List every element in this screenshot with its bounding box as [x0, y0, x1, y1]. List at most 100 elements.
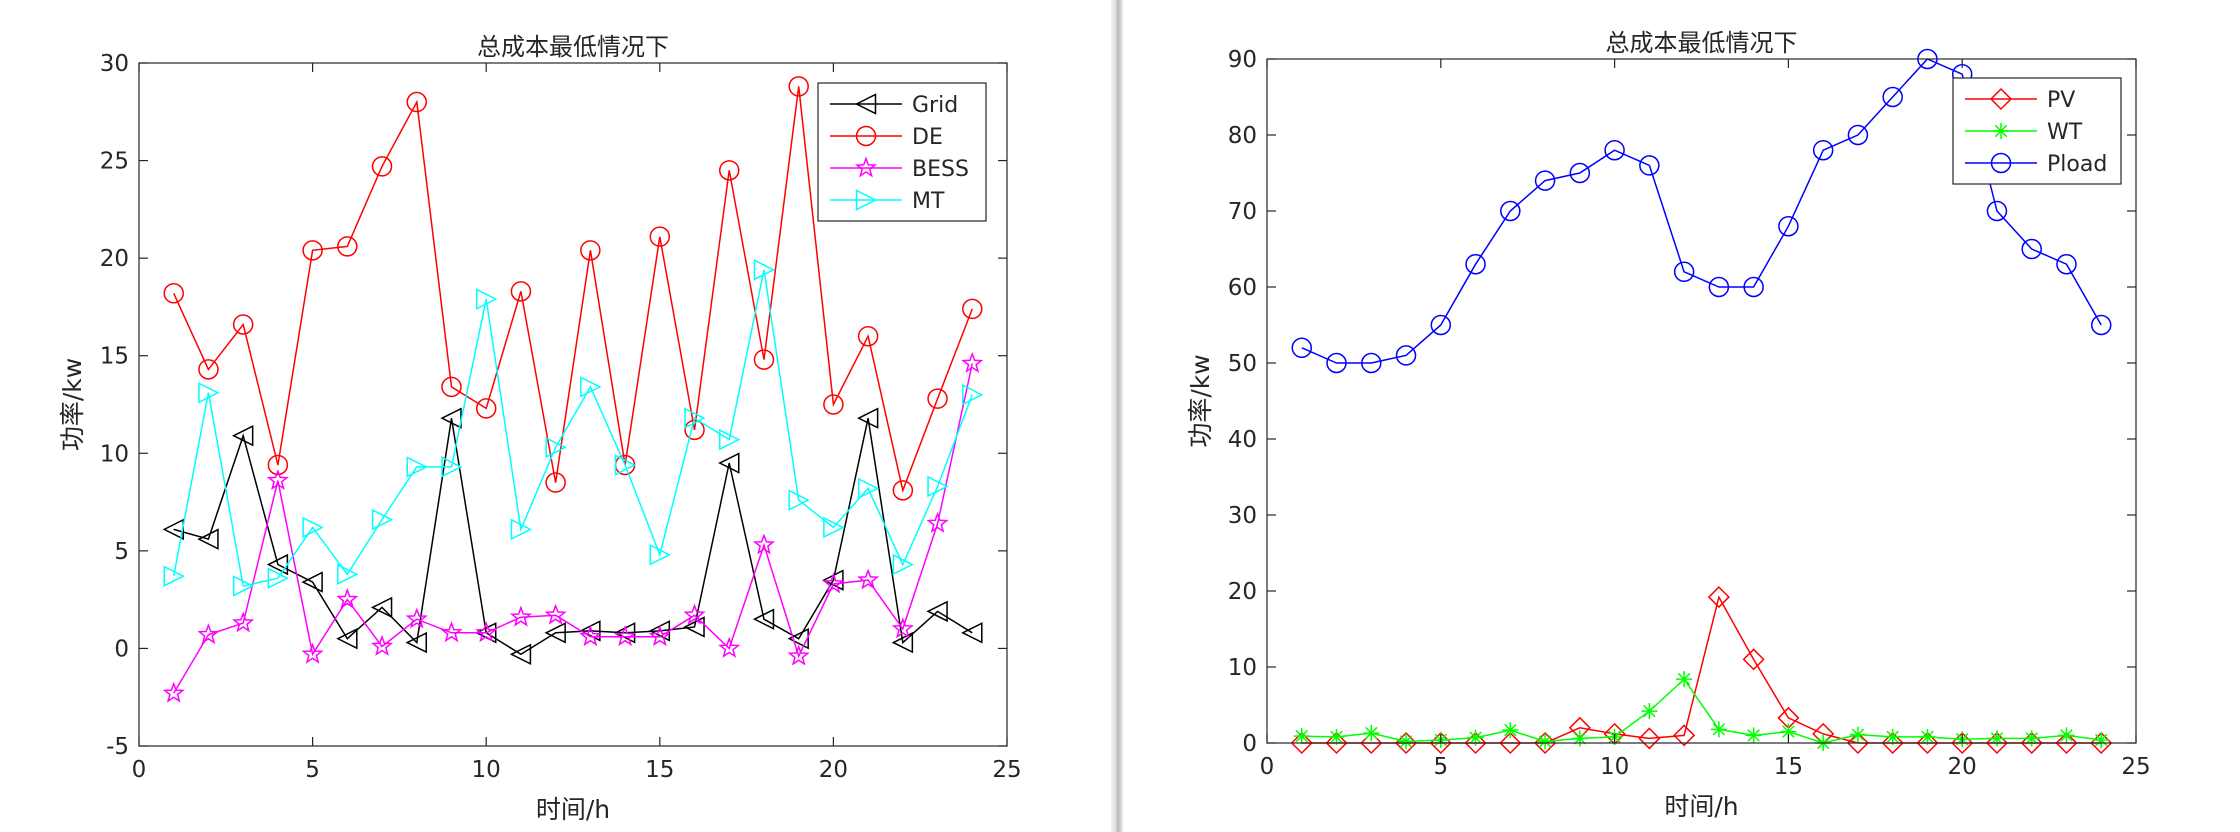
bess-marker [475, 621, 498, 643]
series-grid [162, 407, 983, 665]
mt-marker [545, 436, 567, 459]
pv-marker [1846, 731, 1869, 755]
wt-marker [2058, 727, 2075, 744]
mt-marker [649, 544, 671, 566]
x-tick-label: 15 [645, 757, 674, 783]
mt-marker [337, 563, 359, 585]
legend-label-mt: MT [912, 189, 945, 214]
x-axis-label: 时间/h [536, 795, 610, 824]
pload-marker [1395, 345, 1417, 366]
bess-marker [405, 607, 428, 629]
wt-marker [1641, 703, 1658, 720]
de-marker [441, 376, 462, 398]
de-marker [163, 283, 184, 304]
pload-marker [1986, 200, 2008, 222]
wt-marker [2093, 731, 2110, 749]
y-tick-label: 0 [114, 636, 129, 662]
de-marker [718, 160, 740, 181]
pload-marker [1430, 314, 1452, 336]
bess-marker [718, 636, 741, 658]
y-tick-label: 90 [1228, 47, 1257, 73]
mt-marker [510, 518, 533, 541]
legend-marker [1992, 122, 2010, 140]
y-tick-label: 30 [100, 51, 129, 77]
series-bess [162, 351, 984, 703]
pload-marker [1465, 253, 1486, 275]
x-axis-label: 时间/h [1664, 792, 1738, 821]
de-marker [371, 156, 393, 177]
pv-marker [2055, 731, 2078, 755]
mt-marker [962, 384, 984, 406]
bess-marker [266, 468, 289, 491]
grid-marker [544, 622, 566, 644]
pload-marker [1500, 200, 1521, 222]
grid-marker [891, 631, 914, 654]
mt-marker [788, 489, 810, 511]
mt-marker [753, 259, 776, 281]
y-tick-label: 5 [114, 539, 129, 565]
bess-marker [683, 603, 706, 625]
legend-label-pv: PV [2047, 88, 2075, 113]
mt-marker [475, 288, 498, 310]
mt-marker [441, 456, 463, 478]
x-tick-label: 20 [1948, 754, 1977, 780]
y-tick-label: 70 [1228, 199, 1257, 225]
right-figure-panel: 总成本最低情况下 时间/h 功率/kw 0 5 10 15 20 25 0 10 20 30 40 50 60… [1123, 0, 2240, 832]
y-tick-label: 80 [1228, 123, 1257, 149]
mt-marker [823, 516, 845, 539]
legend-label-grid: Grid [912, 93, 958, 118]
grid-marker [752, 608, 775, 630]
y-tick-label: 0 [1242, 731, 1257, 757]
grid-marker [301, 571, 323, 593]
x-tick-label: 15 [1774, 754, 1803, 780]
window-divider[interactable] [1111, 0, 1123, 832]
pv-marker [1673, 724, 1696, 747]
grid-marker [787, 627, 809, 650]
wt-marker [1397, 733, 1415, 750]
y-tick-label: 40 [1228, 427, 1257, 453]
de-marker [892, 480, 914, 501]
x-tick-label: 25 [992, 757, 1021, 783]
x-tick-label: 10 [472, 757, 501, 783]
bess-marker [961, 351, 984, 373]
mt-marker [163, 565, 185, 587]
legend-marker [855, 125, 877, 147]
de-marker [545, 472, 566, 493]
pv-marker [1325, 731, 1348, 755]
wt-marker [1676, 671, 1693, 688]
mt-marker [232, 575, 255, 597]
mt-marker [302, 516, 324, 539]
de-marker [475, 398, 497, 419]
pv-marker [1290, 731, 1313, 755]
wt-marker [1780, 723, 1797, 740]
de-marker [337, 236, 358, 257]
de-marker [753, 349, 775, 370]
y-tick-label: 15 [100, 344, 129, 370]
legend: PV WT Pload [1952, 77, 2122, 185]
axes-box [138, 62, 1008, 747]
wt-marker [1502, 722, 1519, 739]
grid-marker [856, 407, 879, 429]
mt-marker [857, 477, 880, 500]
pv-marker [1881, 731, 1904, 755]
bess-marker [613, 625, 637, 647]
grid-marker [336, 627, 358, 650]
pload-marker [2090, 314, 2112, 336]
x-tick-label: 0 [132, 757, 147, 783]
de-marker [788, 76, 809, 97]
legend-label-wt: WT [2047, 120, 2083, 145]
pv-marker [1985, 731, 2008, 755]
bess-marker [440, 621, 463, 643]
de-marker [962, 298, 983, 320]
series-pv [1290, 586, 2113, 755]
y-tick-label: 20 [1228, 579, 1257, 605]
left-figure-panel: 总成本最低情况下 时间/h 功率/kw 0 5 10 15 20 25 -5 0 5 10 15 20 25 3… [0, 0, 1111, 832]
series-wt [1293, 671, 2110, 752]
mt-marker [267, 567, 290, 589]
pload-marker [1361, 352, 1382, 374]
x-tick-label: 25 [2121, 754, 2150, 780]
wt-marker [1571, 730, 1588, 747]
pload-marker [1743, 276, 1764, 298]
bess-marker [822, 572, 845, 594]
pv-marker [1638, 727, 1661, 750]
